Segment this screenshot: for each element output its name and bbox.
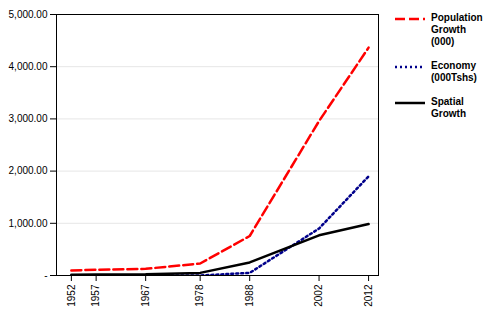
svg-text:1952: 1952 (66, 284, 77, 307)
svg-text:2012: 2012 (363, 284, 374, 307)
html-text:Economy (000Tshs): Economy (000Tshs) (431, 60, 477, 83)
svg-text:4,000.00: 4,000.00 (9, 61, 48, 72)
svg-text:2002: 2002 (313, 284, 324, 307)
html-text:Population Growth (000): Population Growth (000) (431, 12, 483, 47)
svg-text:2,000.00: 2,000.00 (9, 165, 48, 176)
svg-text:5,000.00: 5,000.00 (9, 9, 48, 20)
svg-text:1,000.00: 1,000.00 (9, 218, 48, 229)
svg-text:3,000.00: 3,000.00 (9, 113, 48, 124)
svg-text:1957: 1957 (90, 284, 101, 307)
svg-text:1978: 1978 (194, 284, 205, 307)
svg-text:-: - (44, 270, 47, 281)
svg-text:1988: 1988 (244, 284, 255, 307)
html-text:Spatial Growth: Spatial Growth (431, 96, 466, 119)
svg-text:1967: 1967 (140, 284, 151, 307)
